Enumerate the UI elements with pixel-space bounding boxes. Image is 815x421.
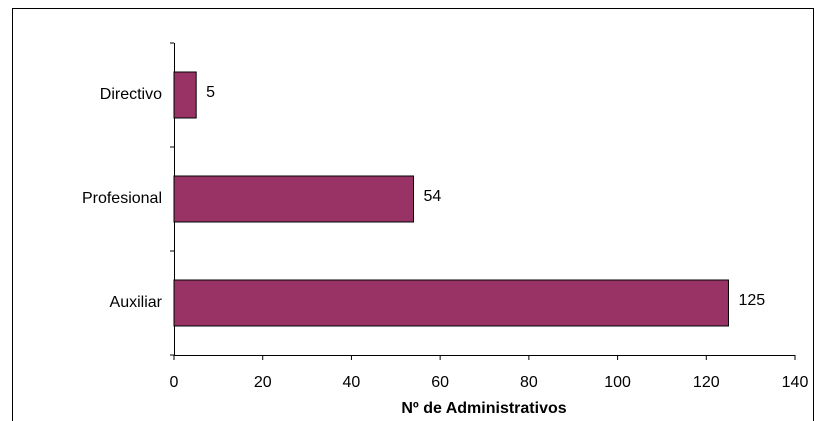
x-tick-label: 120 xyxy=(693,374,720,391)
y-tick-label: Directivo xyxy=(100,86,162,103)
x-tick-label: 80 xyxy=(520,374,538,391)
x-tick-label: 0 xyxy=(170,374,179,391)
bar xyxy=(173,279,729,327)
value-label: 54 xyxy=(424,188,442,205)
x-tick-label: 60 xyxy=(431,374,449,391)
x-tick-label: 100 xyxy=(604,374,631,391)
y-tick-label: Auxiliar xyxy=(110,294,163,311)
value-label: 125 xyxy=(738,292,765,309)
x-tick-label: 140 xyxy=(782,374,809,391)
value-label: 5 xyxy=(206,84,215,101)
x-axis-label: Nº de Administrativos xyxy=(401,400,566,417)
x-tick-label: 40 xyxy=(343,374,361,391)
bar xyxy=(173,175,415,223)
bar xyxy=(173,71,197,119)
y-tick-label: Profesional xyxy=(82,190,162,207)
chart-frame xyxy=(12,8,814,421)
x-tick-label: 20 xyxy=(254,374,272,391)
